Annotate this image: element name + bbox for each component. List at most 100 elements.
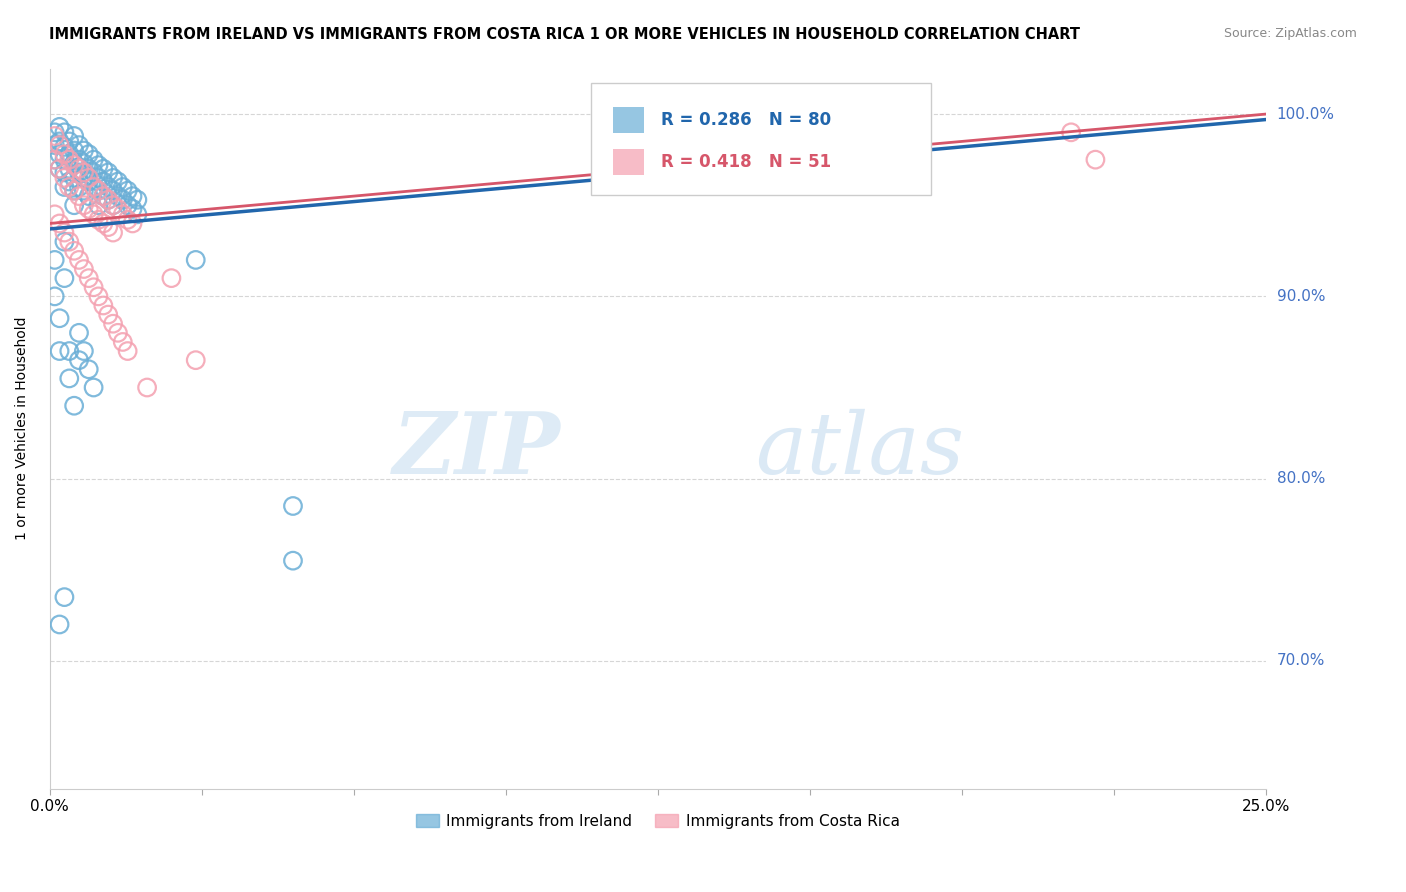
Point <box>48 147 70 161</box>
Point <box>63 184 86 198</box>
Point <box>87 184 110 198</box>
Point <box>97 165 120 179</box>
Point <box>91 175 114 189</box>
Point <box>87 170 110 185</box>
Point <box>97 220 120 235</box>
Point <box>127 207 149 221</box>
Point <box>58 135 80 149</box>
Point <box>121 189 143 203</box>
Point <box>44 153 66 167</box>
Point <box>67 326 90 340</box>
Point <box>101 184 124 198</box>
Point <box>77 189 100 203</box>
FancyBboxPatch shape <box>613 107 644 133</box>
Point <box>77 202 100 216</box>
FancyBboxPatch shape <box>591 83 931 194</box>
Point <box>281 554 304 568</box>
Point <box>48 120 70 134</box>
Point <box>63 128 86 143</box>
Point <box>77 147 100 161</box>
Point <box>1084 153 1107 167</box>
Point <box>58 235 80 249</box>
Point <box>58 344 80 359</box>
Point <box>671 98 693 112</box>
Point <box>91 189 114 203</box>
Point <box>44 252 66 267</box>
Point <box>48 138 70 153</box>
Point <box>48 217 70 231</box>
Point <box>73 198 96 212</box>
Point <box>111 334 134 349</box>
Point <box>184 252 207 267</box>
Point <box>67 189 90 203</box>
Point <box>83 153 105 167</box>
Point <box>91 189 114 203</box>
Point <box>87 289 110 303</box>
Point <box>77 161 100 176</box>
Point <box>67 165 90 179</box>
Point <box>117 184 139 198</box>
Point <box>53 165 76 179</box>
Point <box>91 161 114 176</box>
Text: ZIP: ZIP <box>392 409 561 491</box>
Point <box>44 138 66 153</box>
Point <box>111 207 134 221</box>
Point <box>58 180 80 194</box>
Point <box>53 125 76 139</box>
Point <box>101 198 124 212</box>
Legend: Immigrants from Ireland, Immigrants from Costa Rica: Immigrants from Ireland, Immigrants from… <box>409 807 905 835</box>
Point <box>121 217 143 231</box>
Point <box>48 135 70 149</box>
Point <box>73 156 96 170</box>
Point <box>87 184 110 198</box>
Point <box>63 144 86 158</box>
Text: R = 0.418   N = 51: R = 0.418 N = 51 <box>661 153 831 171</box>
Point <box>48 161 70 176</box>
Point <box>53 590 76 604</box>
Point <box>63 399 86 413</box>
Point <box>107 202 129 216</box>
Point <box>73 262 96 277</box>
Y-axis label: 1 or more Vehicles in Household: 1 or more Vehicles in Household <box>15 317 30 541</box>
Point <box>44 125 66 139</box>
Point <box>63 170 86 185</box>
Point <box>53 170 76 185</box>
Point <box>97 308 120 322</box>
Point <box>58 161 80 176</box>
Point <box>53 140 76 154</box>
Point <box>111 180 134 194</box>
Point <box>67 138 90 153</box>
Point <box>44 153 66 167</box>
Point <box>101 170 124 185</box>
Point <box>53 235 76 249</box>
Point <box>101 317 124 331</box>
Point <box>107 189 129 203</box>
Point <box>83 165 105 179</box>
Point <box>48 161 70 176</box>
Point <box>1060 125 1083 139</box>
Text: 80.0%: 80.0% <box>1277 471 1324 486</box>
Point <box>73 144 96 158</box>
Point <box>44 289 66 303</box>
Point <box>63 158 86 172</box>
Point <box>58 153 80 167</box>
Point <box>63 184 86 198</box>
Point <box>63 244 86 258</box>
Point <box>121 202 143 216</box>
Text: 100.0%: 100.0% <box>1277 106 1334 121</box>
Point <box>63 156 86 170</box>
Point <box>58 371 80 385</box>
Point <box>127 193 149 207</box>
Point <box>77 175 100 189</box>
Point <box>73 165 96 179</box>
Point <box>44 207 66 221</box>
Point <box>83 180 105 194</box>
Point <box>67 180 90 194</box>
Point <box>91 298 114 312</box>
Point <box>107 175 129 189</box>
Point <box>97 193 120 207</box>
Point <box>184 353 207 368</box>
Point <box>77 362 100 376</box>
Point <box>73 170 96 185</box>
Point <box>63 198 86 212</box>
